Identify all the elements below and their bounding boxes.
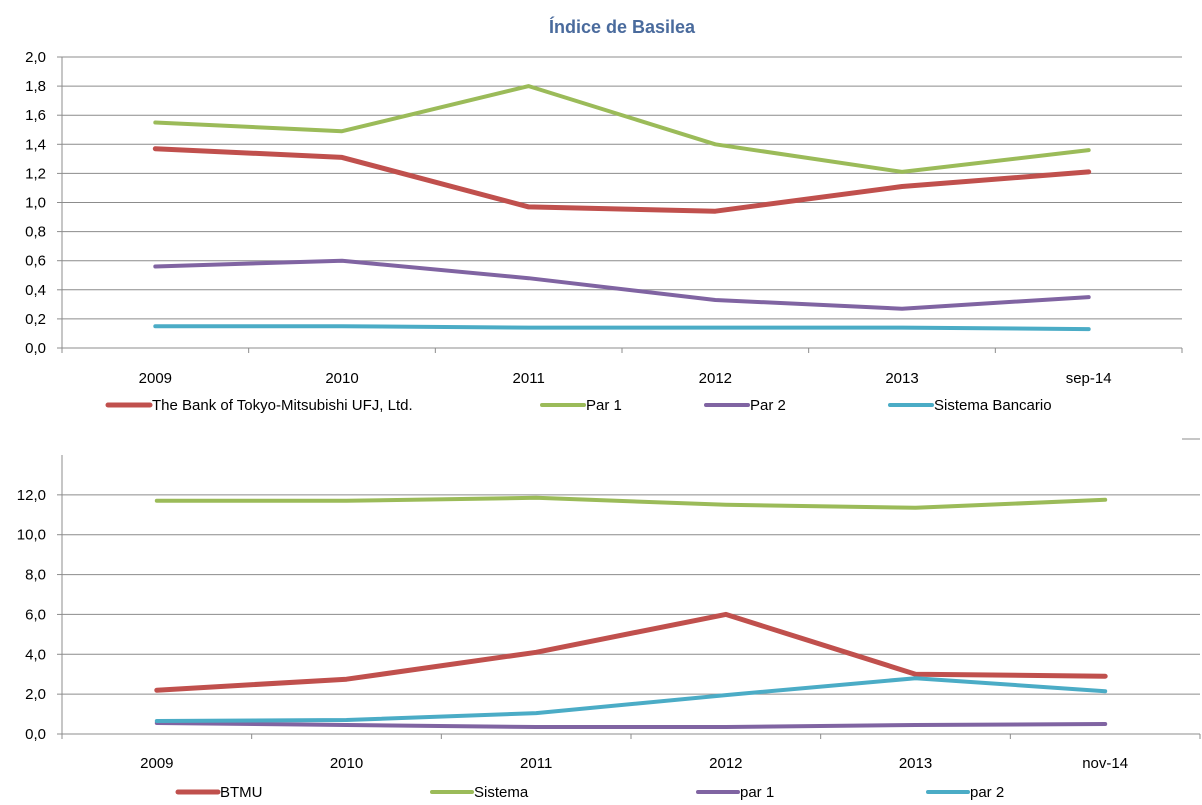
legend-label: BTMU: [220, 784, 263, 801]
x-tick-label: 2011: [513, 370, 545, 387]
y-tick-label: 1,8: [25, 78, 46, 95]
series-line-3: [154, 721, 1108, 729]
series-line-2: [153, 84, 1091, 174]
y-tick-label: 4,0: [25, 646, 46, 663]
y-tick-label: 10,0: [17, 527, 46, 544]
x-tick-label: 2013: [899, 755, 932, 772]
series-line-1: [152, 146, 1092, 214]
y-tick-label: 2,0: [25, 49, 46, 66]
x-tick-label: 2009: [140, 755, 173, 772]
x-tick-label: sep-14: [1066, 370, 1112, 387]
y-tick-label: 1,0: [25, 195, 46, 212]
y-tick-label: 0,0: [25, 726, 46, 743]
y-tick-label: 0,2: [25, 311, 46, 328]
x-tick-label: 2012: [699, 370, 732, 387]
y-tick-label: 1,4: [25, 136, 46, 153]
chart-1: Índice de Basilea 0,0 0,2 0,4 0,6 0,8 1,0 1,2 1,…: [25, 16, 1183, 414]
y-tick-label: 1,6: [25, 107, 46, 124]
series-line-4: [154, 676, 1108, 723]
x-tick-label: 2011: [520, 755, 552, 772]
x-tick-label: 2012: [709, 755, 742, 772]
legend-label: Par 1: [586, 397, 622, 414]
legend-label: Par 2: [750, 397, 786, 414]
y-tick-label: 6,0: [25, 606, 46, 623]
legend-label: par 2: [970, 784, 1004, 801]
x-tick-label: nov-14: [1082, 755, 1128, 772]
y-tick-label: 0,0: [25, 340, 46, 357]
series-line-3: [153, 258, 1091, 311]
y-tick-label: 0,6: [25, 253, 46, 270]
legend-label: Sistema Bancario: [934, 397, 1052, 414]
y-tick-label: 0,4: [25, 282, 46, 299]
y-tick-label: 12,0: [17, 487, 46, 504]
chart-title: Índice de Basilea: [549, 16, 696, 37]
x-tick-label: 2013: [885, 370, 918, 387]
legend-label: par 1: [740, 784, 774, 801]
x-tick-label: 2009: [139, 370, 172, 387]
series-line-4: [153, 324, 1091, 332]
x-tick-label: 2010: [330, 755, 363, 772]
y-tick-label: 2,0: [25, 686, 46, 703]
chart-2: 0,0 2,0 4,0 6,0 8,0 10,0 12,0 2009 2010 2011 2012 2…: [17, 438, 1201, 801]
y-tick-label: 0,8: [25, 224, 46, 241]
series-line-1: [154, 611, 1108, 693]
x-tick-label: 2010: [325, 370, 358, 387]
series-line-2: [154, 495, 1108, 510]
legend-label: The Bank of Tokyo-Mitsubishi UFJ, Ltd.: [152, 397, 413, 414]
y-tick-label: 1,2: [25, 165, 46, 182]
legend-label: Sistema: [474, 784, 529, 801]
y-tick-label: 8,0: [25, 567, 46, 584]
